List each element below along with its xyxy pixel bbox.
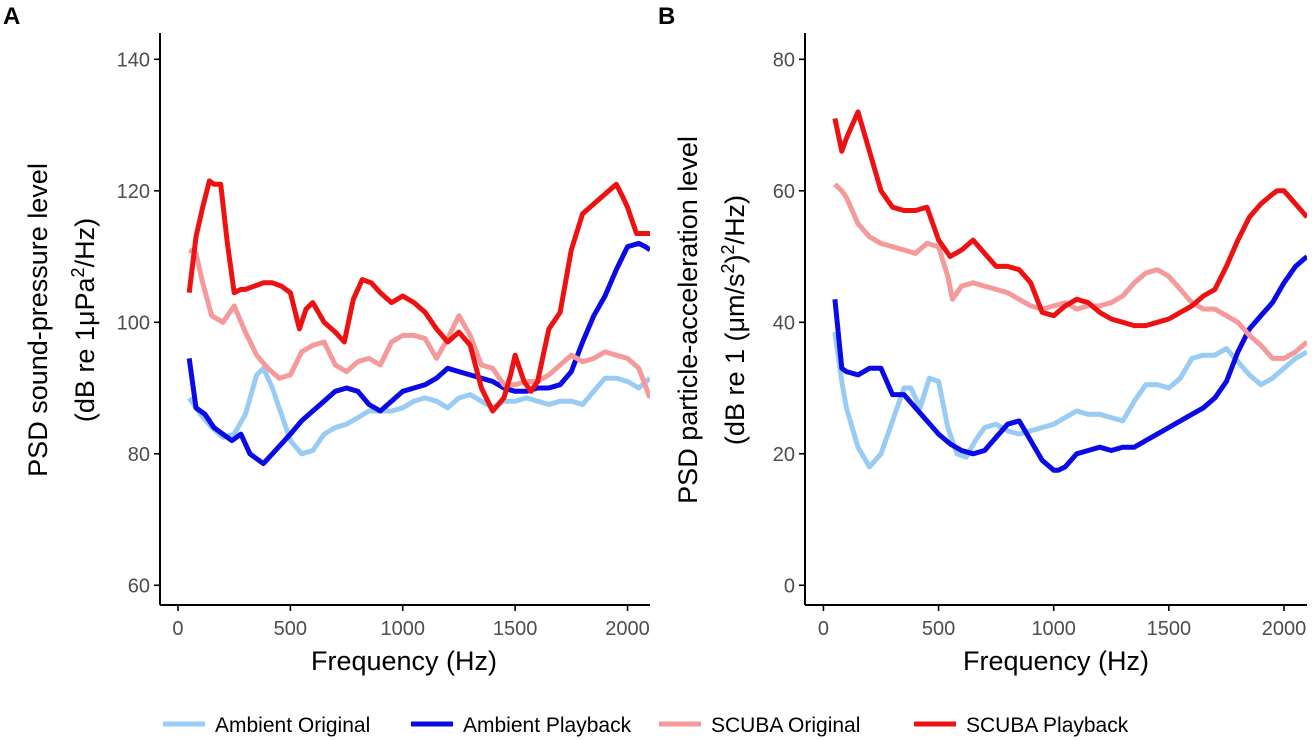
panel-b-x-axis-title: Frequency (Hz)	[963, 646, 1149, 676]
panel-b-series-ambient-original	[832, 331, 1307, 470]
panel-b-y-axis-title-line2: (dB re 1 (μm/s2)2/Hz)	[718, 195, 750, 445]
panel-b-x-tick-label: 1000	[1031, 618, 1076, 640]
panel-b-chart: B 0 500 1000 1500 2000 0 20 40 60 80 Frequency (H…	[658, 3, 1307, 676]
legend: Ambient Original Ambient Playback SCUBA Or…	[163, 714, 1129, 737]
panel-b-x-tick-label: 0	[818, 618, 829, 640]
panel-a-x-tick-label: 1000	[381, 618, 426, 640]
panel-a-ylabel-unit: Pa	[70, 276, 100, 310]
panel-b-y-tick-label: 60	[773, 181, 795, 203]
panel-a-ylabel-mu: μ	[70, 310, 100, 326]
panel-a-y-axis-title: PSD sound-pressure level (dB re 1μPa2/Hz…	[23, 163, 100, 477]
legend-label: SCUBA Playback	[966, 714, 1129, 737]
panel-b-series-group	[832, 109, 1307, 473]
panel-a-series-ambient-original	[187, 365, 650, 457]
panel-a-x-tick-label: 2000	[605, 618, 650, 640]
legend-label: Ambient Playback	[463, 714, 632, 737]
panel-a-series-scuba-playback	[186, 178, 650, 414]
panel-a-series-group	[186, 178, 650, 467]
panel-a-y-axis-title-line1: PSD sound-pressure level	[23, 163, 53, 477]
panel-a-x-tick-label: 500	[274, 618, 307, 640]
panel-a-y-tick-label: 80	[128, 444, 150, 466]
panel-b-series-scuba-playback	[832, 109, 1307, 329]
legend-item-scuba-playback: SCUBA Playback	[914, 714, 1129, 737]
panel-b-y-axis-title: PSD particle-acceleration level (dB re 1…	[673, 136, 750, 504]
legend-item-ambient-playback: Ambient Playback	[411, 714, 632, 737]
panel-a-y-tick-label: 120	[117, 181, 150, 203]
panel-b-y-axis-title-line1: PSD particle-acceleration level	[673, 136, 703, 504]
panel-b-y-tick-label: 0	[784, 575, 795, 597]
panel-b-ylabel-unit: m/s	[720, 273, 750, 317]
panel-a-ylabel-prefix: (dB re 1	[70, 326, 100, 422]
panel-a-ylabel-sup: 2	[68, 267, 88, 277]
panel-a-axes: 0 500 1000 1500 2000 60 80 100 120 140	[117, 33, 650, 640]
legend-item-scuba-original: SCUBA Original	[659, 714, 860, 737]
panel-a-label: A	[3, 3, 20, 30]
panel-b-label: B	[658, 3, 675, 30]
panel-b-y-tick-label: 80	[773, 49, 795, 71]
panel-b-axes: 0 500 1000 1500 2000 0 20 40 60 80	[773, 33, 1307, 640]
panel-a-x-tick-label: 0	[172, 618, 183, 640]
legend-label: Ambient Original	[215, 714, 370, 737]
panel-b-x-tick-label: 1500	[1147, 618, 1192, 640]
panel-b-x-tick-label: 500	[922, 618, 955, 640]
panel-a-x-tick-label: 1500	[493, 618, 538, 640]
panel-b-series-scuba-original	[833, 182, 1307, 361]
panel-b-ylabel-mu: μ	[720, 317, 750, 333]
panel-b-ylabel-mid: )	[720, 254, 750, 263]
panel-b-ylabel-prefix: (dB re 1 (	[720, 333, 750, 446]
panel-b-x-tick-label: 2000	[1262, 618, 1307, 640]
panel-a-chart: A 0 500 1000 1500 2000 60 80 100 120 140 Frequenc…	[3, 3, 650, 676]
panel-a-y-tick-label: 100	[117, 312, 150, 334]
panel-b-ylabel-sup: 2	[718, 263, 738, 273]
panel-a-ylabel-suffix: /Hz)	[70, 218, 100, 268]
panel-b-y-tick-label: 40	[773, 312, 795, 334]
panel-a-series-scuba-original	[188, 247, 650, 399]
panel-a-x-axis-title: Frequency (Hz)	[311, 646, 497, 676]
panel-a-y-tick-label: 140	[117, 49, 150, 71]
legend-label: SCUBA Original	[711, 714, 860, 737]
panel-b-series-ambient-playback	[832, 254, 1307, 473]
panel-a-y-axis-title-line2: (dB re 1μPa2/Hz)	[68, 218, 100, 422]
panel-b-y-tick-label: 20	[773, 444, 795, 466]
panel-b-ylabel-suffix: /Hz)	[720, 195, 750, 245]
panel-b-ylabel-sup2: 2	[718, 244, 738, 254]
panel-a-y-tick-label: 60	[128, 575, 150, 597]
legend-item-ambient-original: Ambient Original	[163, 714, 370, 737]
